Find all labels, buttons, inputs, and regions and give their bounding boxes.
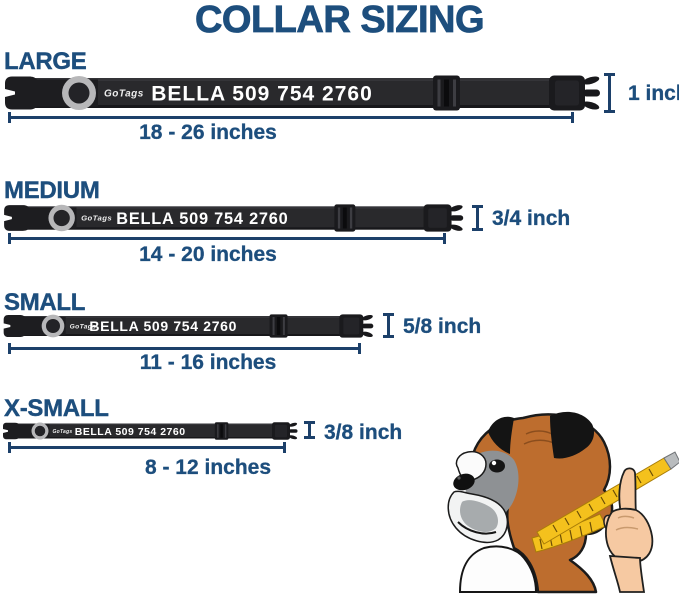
collar-illustration-medium: GoTags BELLA 509 754 2760: [4, 204, 464, 232]
personalized-text: BELLA 509 754 2760: [89, 318, 237, 334]
brand-logo: GoTags: [53, 429, 73, 435]
buckle-male-icon: [423, 204, 464, 232]
collar-strap: [17, 78, 555, 108]
page-title: COLLAR SIZING: [194, 0, 485, 41]
brand-logo: GoTags: [104, 89, 144, 100]
length-measure-line: [8, 233, 446, 244]
length-range-label: 11 - 16 inches: [139, 351, 277, 374]
dog-neck-measuring-illustration: [447, 411, 679, 594]
length-measure-line: [8, 442, 286, 453]
tri-glide-slider-icon: [433, 75, 460, 111]
personalized-text: BELLA 509 754 2760: [151, 83, 373, 106]
tri-glide-slider-icon: [334, 204, 356, 232]
d-ring-icon: [31, 422, 49, 440]
width-label: 5/8 inch: [403, 315, 482, 338]
tri-glide-slider-icon: [269, 314, 288, 338]
buckle-male-icon: [549, 75, 600, 111]
brand-logo: GoTags: [81, 214, 112, 223]
collar-strap: [9, 423, 275, 439]
personalized-text: BELLA 509 754 2760: [116, 210, 288, 228]
size-label-large: LARGE: [4, 48, 87, 75]
length-range-label: 14 - 20 inches: [139, 243, 277, 266]
collar-strap: [13, 206, 429, 230]
d-ring-icon: [41, 314, 65, 338]
width-label: 1 inch: [628, 82, 679, 105]
width-indicator-icon: [472, 205, 483, 231]
width-label: 3/4 inch: [492, 207, 571, 230]
buckle-male-icon: [272, 422, 298, 440]
brand-logo: GoTags: [70, 323, 97, 330]
width-label: 3/8 inch: [324, 421, 403, 444]
dog-ear-icon: [550, 411, 594, 459]
length-range-label: 18 - 26 inches: [139, 121, 277, 144]
width-indicator-icon: [604, 73, 615, 113]
dog-ear-icon: [488, 416, 514, 454]
dog-eye-icon: [489, 459, 505, 473]
d-ring-icon: [62, 76, 96, 110]
buckle-male-icon: [339, 314, 374, 338]
collar-strap: [11, 316, 344, 336]
length-range-label: 8 - 12 inches: [144, 456, 272, 479]
collar-illustration-large: GoTags BELLA 509 754 2760: [5, 75, 600, 111]
length-measure-line: [8, 343, 361, 354]
size-label-x-small: X-SMALL: [4, 395, 109, 422]
dog-nose-icon: [453, 473, 475, 491]
d-ring-icon: [48, 204, 75, 232]
collar-illustration-x-small: GoTags BELLA 509 754 2760: [3, 422, 298, 440]
dog-head: [447, 411, 614, 594]
width-indicator-icon: [383, 313, 394, 338]
hand-icon: [603, 467, 654, 593]
width-indicator-icon: [304, 421, 315, 439]
size-label-small: SMALL: [4, 289, 86, 316]
tri-glide-slider-icon: [214, 422, 229, 440]
size-label-medium: MEDIUM: [4, 177, 100, 204]
personalized-text: BELLA 509 754 2760: [75, 426, 186, 438]
length-measure-line: [8, 112, 574, 123]
